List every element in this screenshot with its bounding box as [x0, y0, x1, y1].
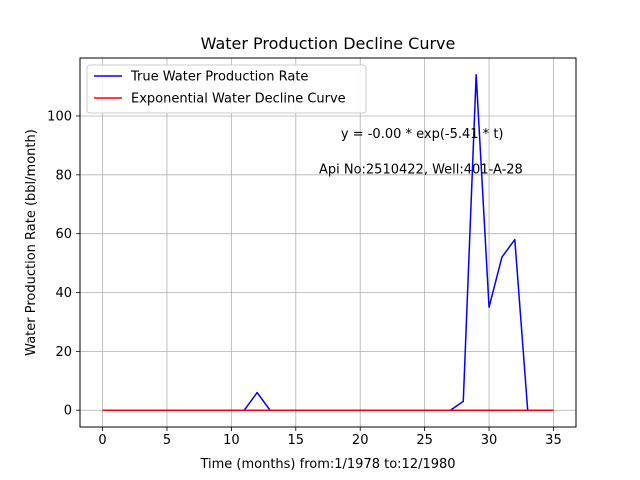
legend-label-1: True Water Production Rate	[130, 70, 308, 85]
y-tick-label: 40	[55, 286, 72, 301]
y-tick-label: 20	[55, 345, 72, 360]
x-tick-label: 25	[416, 433, 433, 448]
series-lines	[102, 74, 554, 411]
y-tick-label: 80	[55, 168, 72, 183]
x-axis-ticks: 0 5 10 15 20 25 30 35	[98, 427, 562, 448]
x-tick-label: 10	[223, 433, 240, 448]
legend-label-2: Exponential Water Decline Curve	[131, 92, 346, 107]
y-tick-label: 0	[64, 404, 72, 419]
y-tick-label: 60	[55, 227, 72, 242]
chart-annotations: y = -0.00 * exp(-5.41 * t) Api No:2510422…	[319, 127, 523, 177]
y-axis-ticks: 0 20 40 60 80 100	[47, 109, 80, 419]
x-tick-label: 30	[481, 433, 498, 448]
legend: True Water Production Rate Exponential Wa…	[86, 64, 367, 114]
annotation-2: Api No:2510422, Well:401-A-28	[319, 162, 523, 177]
x-tick-label: 5	[163, 433, 171, 448]
y-axis-label: Water Production Rate (bbl/month)	[24, 129, 39, 356]
chart-title: Water Production Decline Curve	[201, 34, 456, 53]
x-tick-label: 20	[352, 433, 369, 448]
x-axis-label: Time (months) from:1/1978 to:12/1980	[199, 457, 455, 472]
annotation-1: y = -0.00 * exp(-5.41 * t)	[341, 127, 504, 142]
legend-frame	[86, 64, 367, 114]
y-tick-label: 100	[47, 109, 72, 124]
x-tick-label: 0	[98, 433, 106, 448]
x-tick-label: 15	[288, 433, 305, 448]
x-tick-label: 35	[545, 433, 562, 448]
plot-area-frame	[79, 57, 577, 428]
